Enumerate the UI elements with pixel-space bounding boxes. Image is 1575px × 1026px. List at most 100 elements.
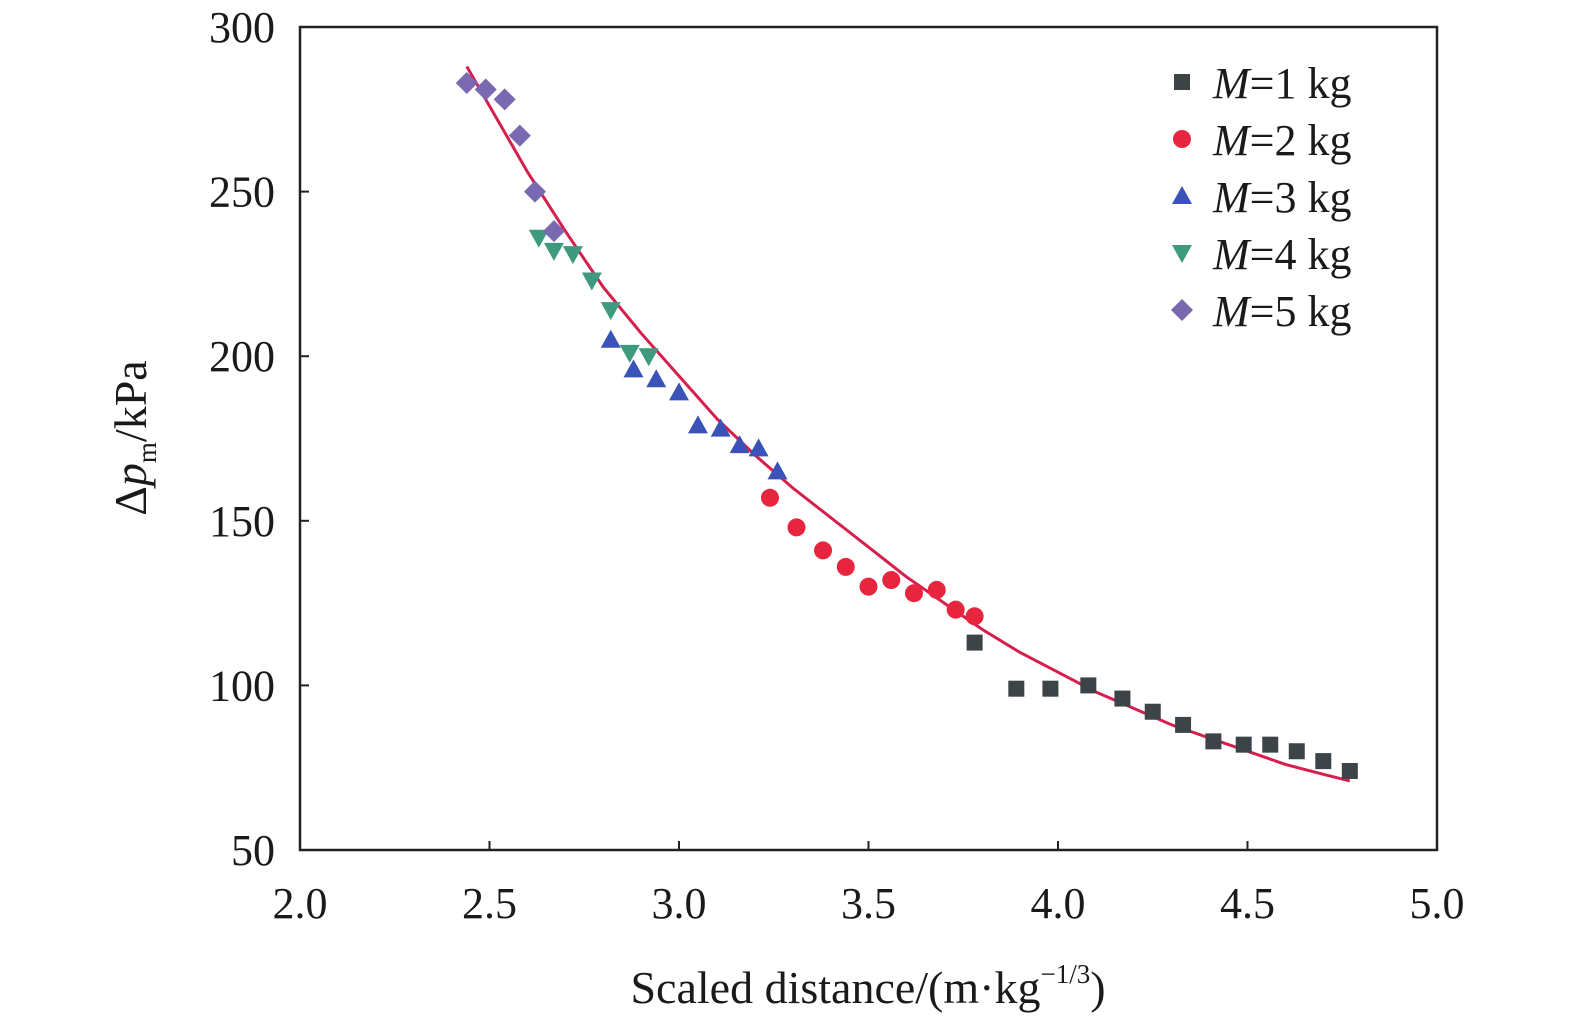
legend-label-value: =4 kg — [1250, 230, 1352, 279]
x-axis-label: Scaled distance/(m·kg−1/3) — [630, 959, 1105, 1013]
y-axis-label: Δpm/kPa — [105, 360, 162, 515]
legend-label-variable: M — [1212, 59, 1252, 108]
data-point — [1262, 736, 1279, 753]
data-point — [623, 359, 644, 378]
data-point — [581, 272, 602, 291]
data-point — [542, 220, 565, 243]
x-tick-label: 4.0 — [1031, 879, 1086, 928]
data-point — [767, 461, 788, 480]
legend-label: M=2 kg — [1212, 116, 1351, 165]
data-point — [1008, 680, 1025, 697]
legend-label-value: =3 kg — [1250, 173, 1352, 222]
legend-label-value: =5 kg — [1250, 287, 1352, 336]
data-point — [1341, 762, 1358, 779]
data-point — [1205, 733, 1222, 750]
legend-label-variable: M — [1212, 230, 1252, 279]
x-tick-label: 2.5 — [462, 879, 517, 928]
data-point — [748, 438, 769, 457]
data-point — [600, 329, 621, 348]
data-point — [729, 435, 750, 454]
legend-item: M=1 kg — [1174, 59, 1351, 108]
data-point — [787, 518, 806, 537]
legend-item: M=4 kg — [1172, 230, 1351, 279]
x-tick-label: 2.0 — [273, 879, 328, 928]
legend-label-value: =1 kg — [1250, 59, 1352, 108]
data-points-layer — [455, 71, 1358, 779]
y-tick-label: 50 — [231, 826, 275, 875]
data-point — [882, 571, 901, 590]
series-m2kg — [760, 488, 984, 626]
data-point — [528, 229, 549, 248]
data-point — [927, 580, 946, 599]
legend-label-variable: M — [1212, 287, 1252, 336]
legend-label: M=1 kg — [1212, 59, 1351, 108]
data-point — [669, 382, 689, 401]
data-point — [710, 418, 731, 437]
legend-label-variable: M — [1212, 116, 1252, 165]
data-point — [687, 415, 708, 434]
y-tick-label: 250 — [209, 168, 275, 217]
data-point — [1144, 703, 1161, 720]
data-point — [646, 369, 667, 388]
x-axis-label-text: Scaled distance/(m·kg — [630, 962, 1040, 1013]
x-tick-label: 4.5 — [1220, 879, 1275, 928]
x-tick-label: 3.5 — [841, 879, 896, 928]
legend-label: M=4 kg — [1212, 230, 1351, 279]
legend-marker — [1172, 186, 1192, 204]
data-point — [946, 600, 965, 619]
legend-marker — [1171, 299, 1193, 321]
legend-marker — [1173, 130, 1191, 148]
data-point — [1114, 690, 1131, 707]
y-tick-label: 100 — [209, 661, 275, 710]
y-tick-label: 200 — [209, 332, 275, 381]
y-axis-label-subscript: m — [132, 442, 162, 463]
data-point — [1288, 743, 1305, 760]
series-m3kg — [600, 329, 788, 480]
data-point — [1080, 677, 1097, 694]
legend-item: M=5 kg — [1171, 287, 1351, 336]
data-point — [1175, 716, 1192, 733]
data-point — [1315, 753, 1332, 770]
y-axis-label-unit: /kPa — [105, 360, 156, 442]
data-point — [904, 584, 923, 603]
data-point — [493, 88, 516, 111]
series-m1kg — [966, 634, 1358, 779]
data-point — [859, 577, 878, 596]
legend-label: M=3 kg — [1212, 173, 1351, 222]
data-point — [836, 557, 855, 576]
data-point — [814, 541, 833, 560]
data-point — [966, 634, 983, 651]
x-axis-label-close: ) — [1090, 962, 1105, 1013]
legend-label-variable: M — [1212, 173, 1252, 222]
x-tick-label: 3.0 — [652, 879, 707, 928]
axis-ticks-layer: 2.0 2.5 3.0 3.5 4.0 4.5 5.0 50 100 150 200 250 300 — [209, 3, 1465, 928]
x-tick-label: 5.0 — [1410, 879, 1465, 928]
data-point — [523, 180, 546, 203]
legend: M=1 kgM=2 kgM=3 kgM=4 kgM=5 kg — [1171, 59, 1351, 336]
legend-item: M=3 kg — [1172, 173, 1351, 222]
legend-marker — [1174, 74, 1190, 90]
legend-marker — [1172, 245, 1192, 263]
data-point — [508, 124, 531, 147]
data-point — [543, 242, 564, 261]
data-point — [600, 302, 621, 321]
data-point — [455, 71, 478, 94]
legend-label: M=5 kg — [1212, 287, 1351, 336]
series-m5kg — [455, 71, 565, 243]
data-point — [1042, 680, 1059, 697]
data-point — [619, 344, 640, 363]
data-point — [760, 488, 779, 507]
legend-item: M=2 kg — [1173, 116, 1351, 165]
series-m4kg — [528, 229, 659, 367]
y-tick-label: 150 — [209, 497, 275, 546]
data-point — [474, 78, 497, 101]
data-point — [638, 348, 659, 367]
data-point — [562, 246, 583, 265]
x-axis-label-exponent: −1/3 — [1040, 959, 1090, 989]
y-tick-label: 300 — [209, 3, 275, 52]
legend-label-value: =2 kg — [1250, 116, 1352, 165]
y-axis-label-variable: p — [105, 463, 156, 489]
data-point — [1235, 736, 1252, 753]
y-axis-label-delta: Δ — [105, 486, 156, 516]
